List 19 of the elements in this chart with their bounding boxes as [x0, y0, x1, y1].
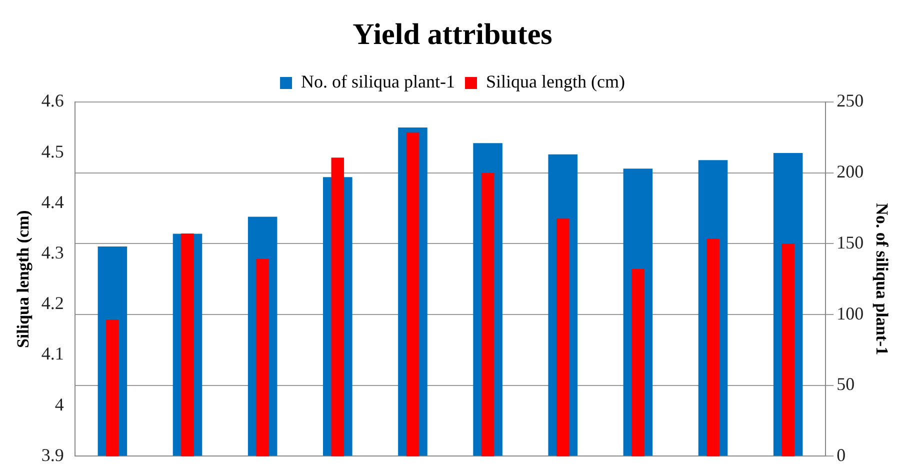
y-tick-label: 4.2 — [41, 293, 64, 314]
y-tick-label: 4.5 — [41, 141, 64, 162]
y2-tick-label: 100 — [836, 303, 864, 324]
y2-tick-label: 150 — [836, 232, 864, 252]
chart-title: Yield attributes — [352, 18, 552, 51]
y2-axis-title: No. of siliqua plant-1 — [872, 203, 892, 356]
y-axis-title: Siliqua length (cm) — [14, 210, 33, 348]
y2-tick-label: 250 — [836, 90, 864, 111]
y2-tick-label: 0 — [836, 444, 846, 465]
y-tick-label: 4.3 — [41, 242, 64, 263]
y2-tick-label: 50 — [836, 374, 855, 394]
y-tick-label: 4 — [54, 394, 64, 414]
y-tick-label: 3.9 — [41, 444, 64, 465]
legend-label: Siliqua length (cm) — [486, 72, 625, 92]
y-tick-label: 4.1 — [41, 344, 64, 364]
y2-tick-label: 200 — [836, 162, 864, 182]
y-tick-label: 4.4 — [41, 192, 64, 212]
legend-label: No. of siliqua plant-1 — [301, 72, 456, 92]
y-tick-label: 4.6 — [41, 90, 64, 111]
